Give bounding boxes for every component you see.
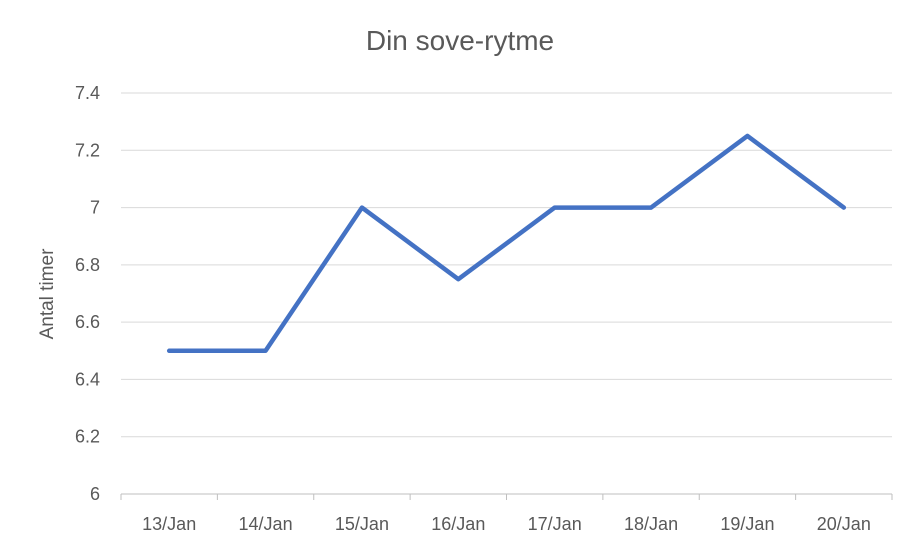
y-tick-label: 7.2 — [75, 140, 100, 160]
x-tick-label: 20/Jan — [817, 514, 871, 534]
grid-lines — [121, 92, 892, 438]
x-tick-label: 16/Jan — [431, 514, 485, 534]
chart-title: Din sove-rytme — [366, 25, 554, 56]
series-group — [166, 133, 847, 354]
y-tick-label: 6.6 — [75, 312, 100, 332]
y-tick-label: 6.2 — [75, 427, 100, 447]
y-tick-label: 7 — [90, 198, 100, 218]
y-axis-label: Antal timer — [37, 248, 58, 339]
x-axis — [120, 493, 893, 500]
y-tick-labels: 6 6.2 6.4 6.6 6.8 7 7.2 7.4 — [75, 83, 100, 504]
y-tick-label: 6 — [90, 484, 100, 504]
y-tick-label: 6.8 — [75, 255, 100, 275]
y-tick-label: 6.4 — [75, 369, 100, 389]
x-tick-label: 17/Jan — [528, 514, 582, 534]
x-tick-label: 15/Jan — [335, 514, 389, 534]
series-line — [166, 133, 847, 354]
x-tick-label: 14/Jan — [239, 514, 293, 534]
x-tick-label: 19/Jan — [720, 514, 774, 534]
x-tick-label: 13/Jan — [142, 514, 196, 534]
y-tick-label: 7.4 — [75, 83, 100, 103]
x-tick-labels: 13/Jan 14/Jan 15/Jan 16/Jan 17/Jan 18/Jan 19/J… — [142, 514, 871, 534]
x-tick-label: 18/Jan — [624, 514, 678, 534]
